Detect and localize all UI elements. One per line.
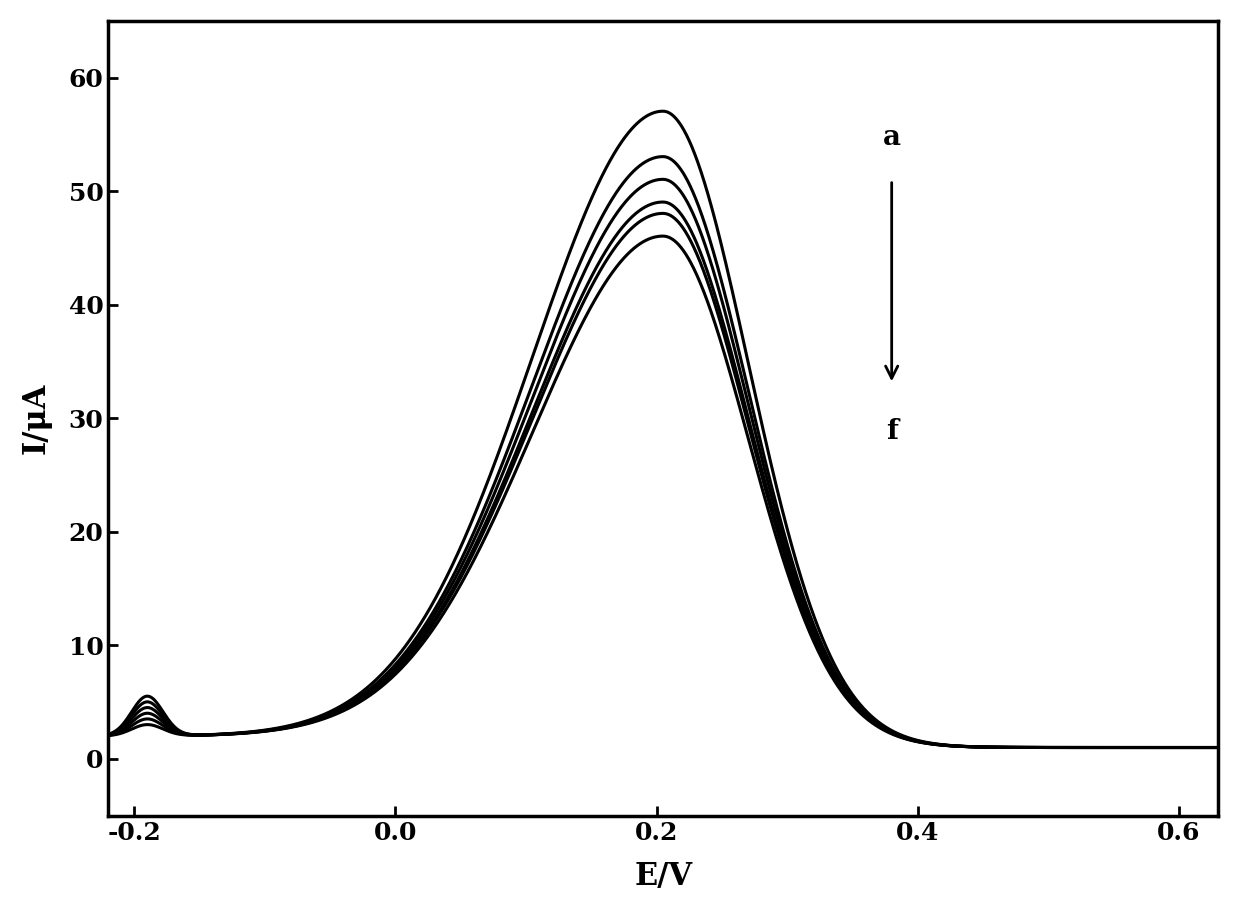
Text: f: f — [886, 418, 898, 446]
X-axis label: E/V: E/V — [634, 861, 693, 892]
Y-axis label: I/μA: I/μA — [21, 383, 52, 454]
Text: a: a — [882, 124, 901, 152]
